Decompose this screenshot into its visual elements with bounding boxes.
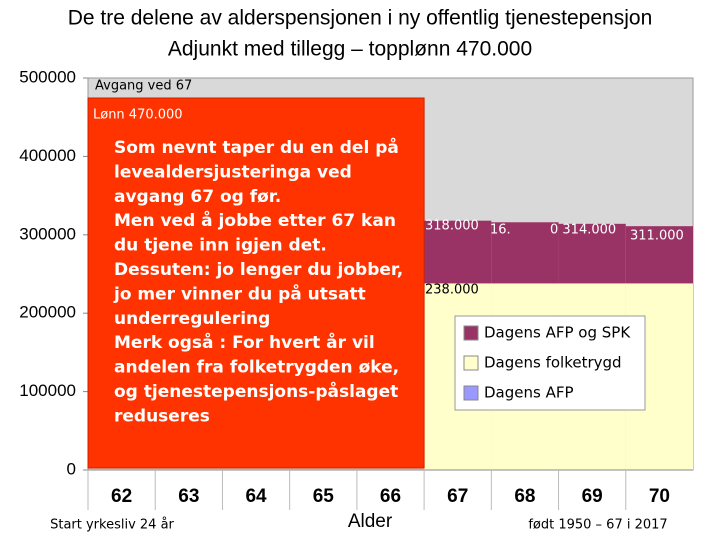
note-line: jo mer vinner du på utsatt xyxy=(113,282,366,304)
y-tick-label: 500000 xyxy=(19,67,76,86)
annotation: 16. xyxy=(490,223,511,238)
annotation: 238.000 xyxy=(425,283,479,298)
y-tick-label: 300000 xyxy=(19,224,76,243)
annotation: 0 314.000 xyxy=(550,223,616,238)
bar-segment xyxy=(424,220,492,284)
x-tick-label: 66 xyxy=(380,486,401,507)
note-line: og tjenestepensjons-påslaget xyxy=(114,380,398,402)
x-tick-label: 67 xyxy=(447,486,468,507)
bar-segment xyxy=(558,223,626,284)
note-line: andelen fra folketrygden øke, xyxy=(114,358,399,378)
x-tick-label: 68 xyxy=(514,486,535,507)
y-tick-label: 0 xyxy=(67,459,76,478)
note-line: Men ved å jobbe etter 67 kan xyxy=(114,209,396,231)
x-tick-label: 64 xyxy=(245,486,267,507)
legend-swatch xyxy=(463,385,479,401)
annotation: 318.000 xyxy=(425,219,479,234)
y-tick-label: 100000 xyxy=(19,381,76,400)
note-line: reduseres xyxy=(114,406,210,426)
x-tick-label: 69 xyxy=(582,486,603,507)
note-line: Dessuten: jo lenger du jobber, xyxy=(114,260,403,280)
annotation: 311.000 xyxy=(630,229,684,244)
note-box xyxy=(87,97,425,469)
legend-box xyxy=(454,315,646,411)
legend-label: Dagens AFP xyxy=(484,384,574,402)
note-line: levealdersjusteringa ved xyxy=(114,162,352,182)
legend-label: Dagens folketrygd xyxy=(484,354,622,372)
note-line: Merk også : For hvert år vil xyxy=(114,331,375,353)
footer-left: Start yrkesliv 24 år xyxy=(50,518,174,533)
legend-label: Dagens AFP og SPK xyxy=(484,324,631,342)
x-tick-label: 65 xyxy=(313,486,335,507)
y-tick-label: 200000 xyxy=(19,303,76,322)
annotation: Lønn 470.000 xyxy=(93,108,183,123)
chart-title: De tre delene av alderspensjonen i ny of… xyxy=(68,7,653,30)
bar-segment xyxy=(491,222,559,284)
x-tick-label: 62 xyxy=(111,486,132,507)
x-axis-label: Alder xyxy=(348,511,393,532)
note-line: du tjene inn igjen det. xyxy=(114,236,327,256)
footer-right: født 1950 – 67 i 2017 xyxy=(528,518,667,533)
chart-subtitle: Adjunkt med tillegg – topplønn 470.000 xyxy=(168,38,532,61)
annotation: Avgang ved 67 xyxy=(95,79,192,94)
y-tick-label: 400000 xyxy=(19,146,76,165)
legend-swatch xyxy=(463,325,479,341)
legend-swatch xyxy=(463,355,479,371)
note-line: Som nevnt taper du en del på xyxy=(114,136,399,158)
x-tick-label: 70 xyxy=(649,486,670,507)
x-tick-label: 63 xyxy=(178,486,199,507)
note-line: avgang 67 og før. xyxy=(114,187,281,207)
bar-segment xyxy=(625,226,693,284)
note-line: underregulering xyxy=(114,309,270,329)
